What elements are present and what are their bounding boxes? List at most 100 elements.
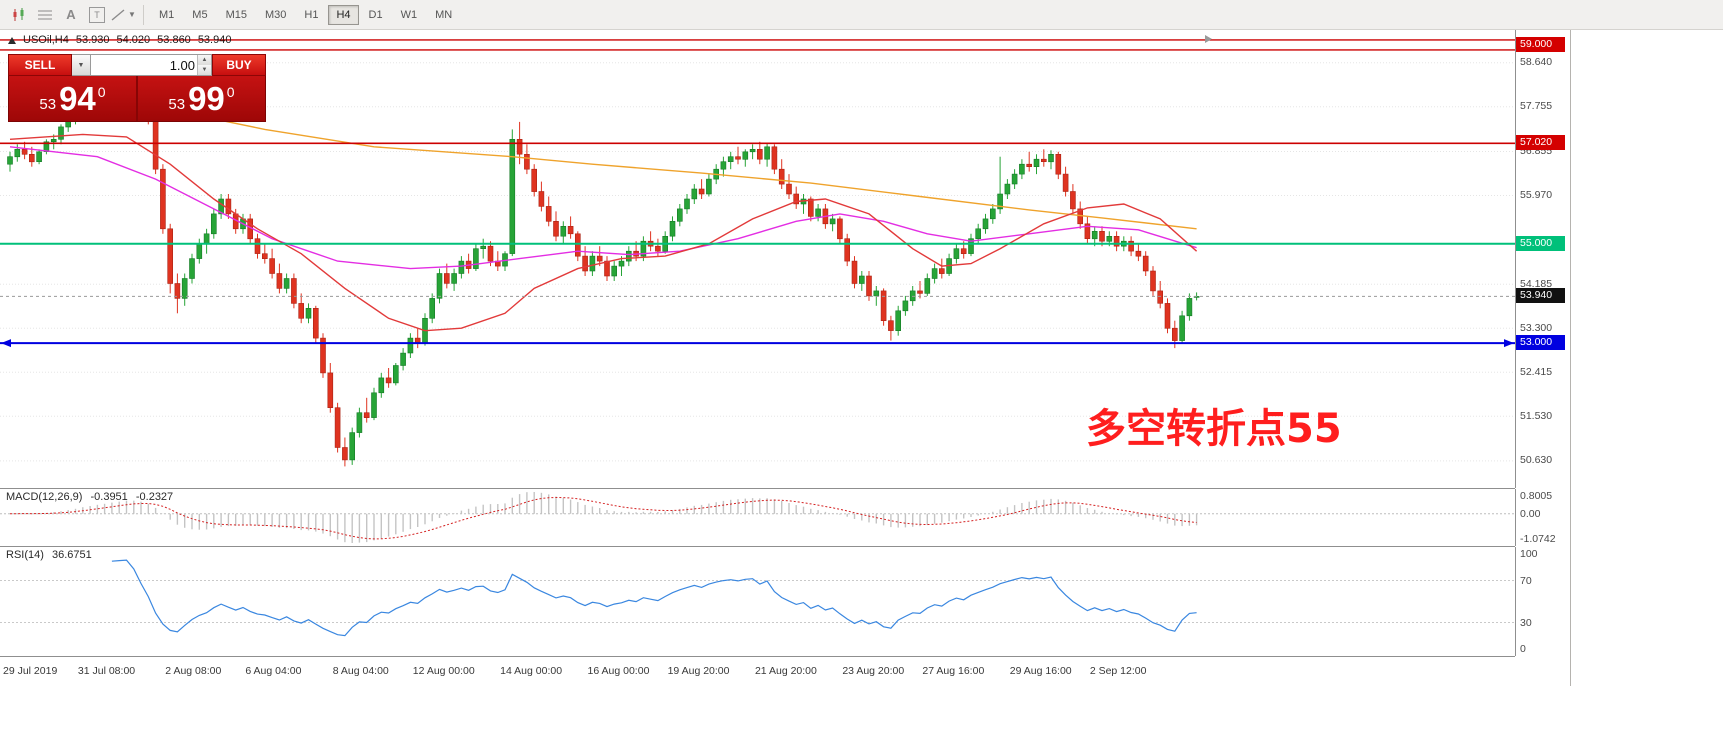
candle-body [473,248,479,269]
chart-header: USOil,H4 53.930 54.020 53.860 53.940 [8,34,231,46]
candle-body [1048,154,1054,163]
candle-body [706,178,712,195]
sell-button[interactable]: SELL [8,54,72,76]
timeframe-m1[interactable]: M1 [151,5,182,25]
text-label-icon[interactable]: T [84,3,110,27]
candle-body [698,188,705,195]
candle-body [254,238,261,254]
ask-price-big: 99 [188,80,225,117]
candle-body [625,250,632,262]
candle-body [269,258,275,274]
time-label: 6 Aug 04:00 [245,665,302,677]
ma-mid-line[interactable] [9,146,1197,270]
macd-signal-value: -0.2327 [135,491,174,503]
candle-body [1091,231,1098,240]
timeframe-m15[interactable]: M15 [218,5,255,25]
timeframe-mn[interactable]: MN [427,5,460,25]
candle-body [669,221,676,237]
candle-body [596,255,603,262]
macd-axis[interactable]: 0.8005 0.00 -1.0742 [1515,489,1570,546]
ma-slow-line[interactable] [9,101,1197,230]
volume-dropdown-button[interactable]: ▼ [72,54,91,76]
candle-body [1106,236,1113,242]
buy-button[interactable]: BUY [212,54,266,76]
timeframe-m5[interactable]: M5 [184,5,215,25]
ask-price[interactable]: 53 99 0 [138,76,265,121]
candle-body [203,233,210,245]
candle-body [815,208,821,217]
candle-body [924,278,931,294]
time-label: 19 Aug 20:00 [667,665,730,677]
text-label-glyph: T [89,6,105,23]
timeframe-h4[interactable]: H4 [328,4,359,25]
ohlc-low: 53.860 [157,34,191,46]
candle-body [684,198,690,210]
candle-body [1128,240,1134,252]
price-tick: 54.185 [1520,277,1553,290]
candle-body [735,156,741,160]
candle-body [778,168,785,185]
price-tick: 53.300 [1520,321,1553,334]
candle-body [36,151,42,163]
rsi-axis[interactable]: 100 70 30 0 [1515,547,1570,656]
candle-body [1135,250,1142,257]
timeframe-h1[interactable]: H1 [296,5,326,25]
candlestick-style-icon[interactable] [6,3,32,27]
draw-tools-icon[interactable]: ▼ [110,3,136,27]
candle-body [829,218,836,225]
candle-body [28,154,35,163]
candle-body [480,245,487,249]
candle-body [298,303,305,319]
candle-body [764,146,770,160]
candle-body [1055,154,1062,175]
rsi-panel[interactable]: RSI(14) 36.6751 [0,547,1515,657]
macd-label: MACD(12,26,9) -0.3951 -0.2327 [6,491,178,503]
time-label: 2 Aug 08:00 [165,665,222,677]
time-label: 8 Aug 04:00 [332,665,389,677]
candle-body [1011,173,1018,185]
time-axis[interactable]: 29 Jul 2019 31 Jul 08:00 2 Aug 08:00 6 Aug … [0,657,1569,686]
candle-body [909,290,916,302]
bid-price[interactable]: 53 94 0 [9,76,136,121]
toolbar: A T ▼ M1 M5 M15 M30 H1 H4 D1 W1 MN [0,0,1723,30]
price-tick: 52.415 [1520,365,1553,378]
timeframe-w1[interactable]: W1 [393,5,426,25]
time-label: 27 Aug 16:00 [922,665,985,677]
candle-body [225,198,232,215]
candle-body [43,141,50,153]
candle-body [793,193,800,205]
price-chart-area[interactable]: USOil,H4 53.930 54.020 53.860 53.940 SEL… [0,30,1515,489]
candle-body [786,183,792,195]
ma-fast-line[interactable] [9,133,1198,332]
candle-body [880,290,887,321]
price-tick: 55.970 [1520,189,1553,201]
candle-body [305,307,312,319]
candle-body [895,310,902,331]
chart-autoscroll-icon[interactable] [1205,35,1212,43]
bid-price-sup: 0 [97,83,106,100]
macd-panel[interactable]: MACD(12,26,9) -0.3951 -0.2327 [0,489,1515,547]
time-label: 12 Aug 00:00 [412,665,475,677]
candle-body [902,300,909,312]
candle-body [997,193,1003,210]
price-axis[interactable]: 58.640 57.755 56.855 55.970 54.185 53.300 52.4… [1515,30,1570,488]
candle-body [400,352,406,366]
candle-body [378,377,385,394]
bid-price-big: 94 [59,80,96,117]
candle-body [516,139,523,155]
timeframe-m30[interactable]: M30 [257,5,294,25]
spinner-down-icon[interactable]: ▼ [198,65,211,75]
candle-body [611,265,618,277]
volume-input[interactable] [91,55,198,75]
candle-body [349,432,356,461]
insert-text-icon[interactable]: A [58,3,84,27]
toolbar-separator [143,4,144,25]
macd-chart [0,492,1515,543]
candle-body [538,191,545,207]
timeframe-d1[interactable]: D1 [361,5,391,25]
macd-value: -0.3951 [90,491,128,503]
candle-body [851,260,858,284]
candle-body [1062,173,1069,192]
chart-grid-icon[interactable] [32,3,58,27]
spinner-up-icon[interactable]: ▲ [198,55,211,65]
